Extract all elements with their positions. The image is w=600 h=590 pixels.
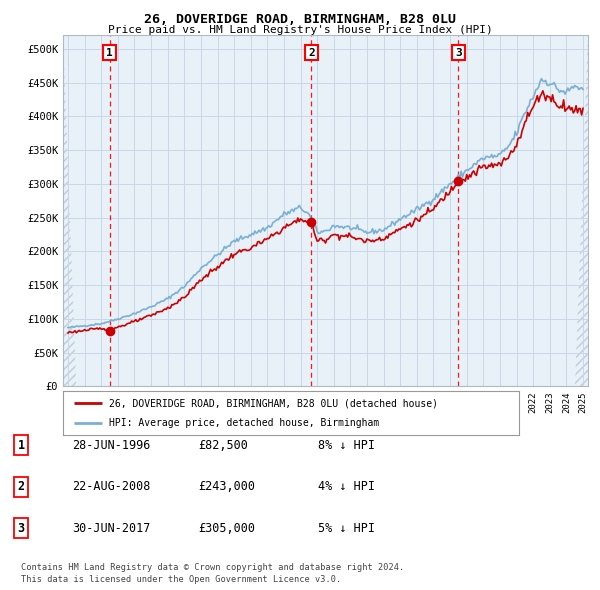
Polygon shape xyxy=(575,35,588,386)
Text: 28-JUN-1996: 28-JUN-1996 xyxy=(72,439,151,452)
Text: 2: 2 xyxy=(308,48,315,58)
Text: 26, DOVERIDGE ROAD, BIRMINGHAM, B28 0LU (detached house): 26, DOVERIDGE ROAD, BIRMINGHAM, B28 0LU … xyxy=(109,398,437,408)
Polygon shape xyxy=(63,35,76,386)
Text: 22-AUG-2008: 22-AUG-2008 xyxy=(72,480,151,493)
Text: 26, DOVERIDGE ROAD, BIRMINGHAM, B28 0LU: 26, DOVERIDGE ROAD, BIRMINGHAM, B28 0LU xyxy=(144,13,456,26)
Text: 1: 1 xyxy=(106,48,113,58)
Text: 2: 2 xyxy=(17,480,25,493)
Text: 3: 3 xyxy=(17,522,25,535)
Text: Price paid vs. HM Land Registry's House Price Index (HPI): Price paid vs. HM Land Registry's House … xyxy=(107,25,493,35)
Text: Contains HM Land Registry data © Crown copyright and database right 2024.
This d: Contains HM Land Registry data © Crown c… xyxy=(21,563,404,584)
Text: 4% ↓ HPI: 4% ↓ HPI xyxy=(318,480,375,493)
Text: 30-JUN-2017: 30-JUN-2017 xyxy=(72,522,151,535)
Text: 5% ↓ HPI: 5% ↓ HPI xyxy=(318,522,375,535)
Text: 3: 3 xyxy=(455,48,462,58)
Text: HPI: Average price, detached house, Birmingham: HPI: Average price, detached house, Birm… xyxy=(109,418,379,428)
Text: 1: 1 xyxy=(17,439,25,452)
Text: £243,000: £243,000 xyxy=(198,480,255,493)
Text: £305,000: £305,000 xyxy=(198,522,255,535)
Text: £82,500: £82,500 xyxy=(198,439,248,452)
Text: 8% ↓ HPI: 8% ↓ HPI xyxy=(318,439,375,452)
